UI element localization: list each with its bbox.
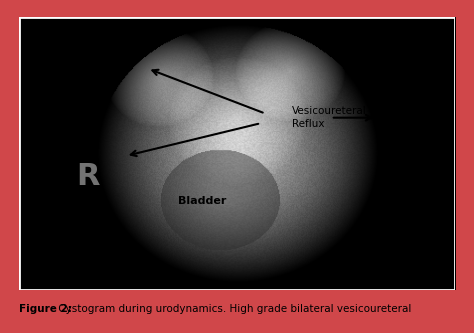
- Text: Bladder: Bladder: [178, 196, 226, 206]
- Text: Cystogram during urodynamics. High grade bilateral vesicoureteral: Cystogram during urodynamics. High grade…: [55, 304, 411, 314]
- Text: R: R: [76, 162, 100, 191]
- Text: Figure 2:: Figure 2:: [19, 304, 72, 314]
- Text: Vesicoureteral
Reflux: Vesicoureteral Reflux: [292, 107, 366, 129]
